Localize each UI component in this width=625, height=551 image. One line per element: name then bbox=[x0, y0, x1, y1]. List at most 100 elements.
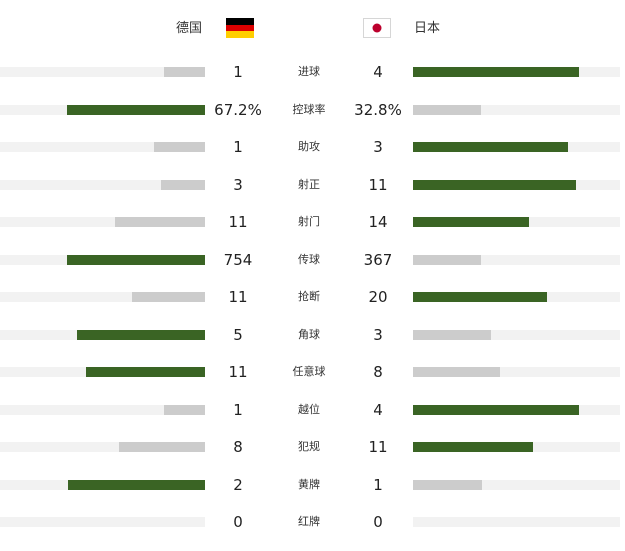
away-stat-value: 20 bbox=[368, 288, 388, 306]
stat-row: 0 红牌 0 bbox=[0, 504, 625, 542]
stat-label: 射正 bbox=[298, 177, 320, 191]
away-stat-value: 14 bbox=[368, 213, 388, 231]
home-bar bbox=[68, 479, 205, 490]
home-bar bbox=[67, 104, 205, 115]
away-bar bbox=[413, 142, 569, 152]
away-bar bbox=[413, 179, 576, 190]
stat-label: 助攻 bbox=[298, 140, 320, 153]
stat-row: 11 射门 14 bbox=[0, 204, 625, 242]
germany-flag-icon bbox=[226, 18, 254, 38]
away-stat-value: 11 bbox=[368, 438, 388, 456]
away-team-name: 日本 bbox=[414, 21, 441, 36]
away-stat-value: 32.8% bbox=[354, 100, 402, 119]
away-bar-track bbox=[413, 254, 620, 265]
stat-row: 754 传球 367 bbox=[0, 242, 625, 280]
stat-row: 8 犯规 11 bbox=[0, 429, 625, 467]
home-bar-track bbox=[0, 329, 205, 340]
home-bar bbox=[86, 367, 205, 377]
away-stat-value: 3 bbox=[373, 325, 383, 344]
away-bar-track bbox=[413, 479, 620, 490]
away-bar-track bbox=[413, 404, 620, 415]
home-bar-track bbox=[0, 404, 205, 415]
flag-stripe-red bbox=[226, 24, 254, 32]
home-bar-track bbox=[0, 292, 205, 302]
home-bar-track bbox=[0, 442, 205, 452]
home-bar bbox=[161, 179, 205, 190]
flag-stripe-gold bbox=[226, 31, 254, 38]
home-bar bbox=[114, 217, 205, 227]
home-bar bbox=[76, 329, 205, 340]
stat-label: 角球 bbox=[298, 327, 320, 341]
away-stat-value: 0 bbox=[373, 513, 383, 531]
home-bar-track bbox=[0, 104, 205, 115]
away-stat-value: 367 bbox=[363, 250, 393, 269]
away-bar bbox=[413, 217, 529, 227]
home-bar bbox=[118, 442, 205, 452]
stat-label: 黄牌 bbox=[298, 477, 320, 491]
away-stat-value: 4 bbox=[373, 63, 383, 81]
away-stat-value: 3 bbox=[373, 138, 383, 156]
stat-row: 5 角球 3 bbox=[0, 317, 625, 355]
stat-row: 67.2% 控球率 32.8% bbox=[0, 92, 625, 130]
home-stat-value: 5 bbox=[233, 325, 243, 344]
stat-row: 2 黄牌 1 bbox=[0, 467, 625, 505]
home-bar bbox=[153, 142, 205, 152]
home-bar-track bbox=[0, 254, 205, 265]
away-bar bbox=[413, 367, 501, 377]
away-bar-track bbox=[413, 142, 620, 152]
away-bar-track bbox=[413, 367, 620, 377]
away-bar bbox=[413, 67, 579, 77]
away-bar bbox=[413, 292, 547, 302]
home-bar bbox=[164, 404, 205, 415]
home-stat-value: 2 bbox=[233, 475, 243, 494]
away-stat-value: 11 bbox=[368, 175, 388, 194]
home-bar-track bbox=[0, 517, 205, 527]
away-bar-track bbox=[413, 517, 620, 527]
away-bar bbox=[413, 254, 481, 265]
stat-label: 传球 bbox=[298, 252, 320, 266]
stat-row: 1 越位 4 bbox=[0, 392, 625, 430]
home-team-name: 德国 bbox=[175, 21, 202, 36]
home-stat-value: 0 bbox=[233, 513, 243, 531]
home-bar bbox=[164, 67, 205, 77]
stat-label: 任意球 bbox=[292, 365, 326, 378]
stat-label: 控球率 bbox=[292, 102, 326, 116]
japan-flag-icon bbox=[363, 18, 391, 38]
away-stat-value: 1 bbox=[373, 475, 383, 494]
home-stat-value: 1 bbox=[233, 138, 243, 156]
home-bar-track bbox=[0, 217, 205, 227]
home-bar-track bbox=[0, 142, 205, 152]
away-bar bbox=[413, 404, 579, 415]
away-bar bbox=[413, 479, 482, 490]
home-bar bbox=[132, 292, 205, 302]
away-bar-track bbox=[413, 67, 620, 77]
stat-label: 射门 bbox=[298, 215, 320, 228]
home-bar bbox=[67, 254, 205, 265]
home-stat-value: 11 bbox=[228, 288, 248, 306]
home-stat-value: 67.2% bbox=[214, 100, 262, 119]
away-bar bbox=[413, 104, 481, 115]
home-stat-value: 3 bbox=[233, 175, 243, 194]
away-bar-track bbox=[413, 292, 620, 302]
home-stat-value: 754 bbox=[223, 250, 253, 269]
stat-row: 1 进球 4 bbox=[0, 54, 625, 92]
home-stat-value: 11 bbox=[228, 213, 248, 231]
stat-label: 犯规 bbox=[298, 440, 320, 453]
home-stat-value: 11 bbox=[228, 363, 248, 381]
home-stat-value: 1 bbox=[233, 400, 243, 419]
home-stat-value: 8 bbox=[233, 438, 243, 456]
away-bar bbox=[413, 442, 533, 452]
stat-row: 3 射正 11 bbox=[0, 167, 625, 205]
stat-row: 11 任意球 8 bbox=[0, 354, 625, 392]
home-bar-track bbox=[0, 179, 205, 190]
stat-label: 红牌 bbox=[298, 515, 320, 528]
flag-stripe-black bbox=[226, 18, 254, 25]
away-bar-track bbox=[413, 329, 620, 340]
home-stat-value: 1 bbox=[233, 63, 243, 81]
stat-row: 1 助攻 3 bbox=[0, 129, 625, 167]
away-stat-value: 4 bbox=[373, 400, 383, 419]
home-bar-track bbox=[0, 67, 205, 77]
away-stat-value: 8 bbox=[373, 363, 383, 381]
stat-label: 越位 bbox=[298, 402, 320, 416]
flag-red-disc bbox=[372, 23, 382, 33]
